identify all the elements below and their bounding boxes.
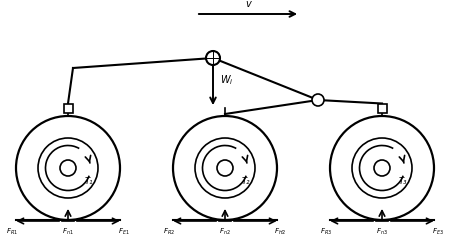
Text: $F_{n2}$: $F_{n2}$ <box>219 227 231 237</box>
Text: $F_{E3}$: $F_{E3}$ <box>432 227 443 237</box>
Text: $F_{R2}$: $F_{R2}$ <box>164 227 175 237</box>
Text: $F_{R3}$: $F_{R3}$ <box>320 227 333 237</box>
Text: $W_i$: $W_i$ <box>220 73 233 87</box>
Text: $F_{R1}$: $F_{R1}$ <box>6 227 19 237</box>
Text: v: v <box>245 0 251 9</box>
Text: T₁: T₁ <box>85 177 93 186</box>
Bar <box>377 103 386 113</box>
Text: $F_{n1}$: $F_{n1}$ <box>62 227 74 237</box>
Bar <box>63 103 72 113</box>
Circle shape <box>312 94 324 106</box>
Text: $F_{E1}$: $F_{E1}$ <box>118 227 130 237</box>
Text: T₂: T₂ <box>241 177 250 186</box>
Circle shape <box>206 51 220 65</box>
Text: $F_{H2}$: $F_{H2}$ <box>275 227 287 237</box>
Text: $F_{n3}$: $F_{n3}$ <box>376 227 388 237</box>
Text: T₃: T₃ <box>399 177 407 186</box>
